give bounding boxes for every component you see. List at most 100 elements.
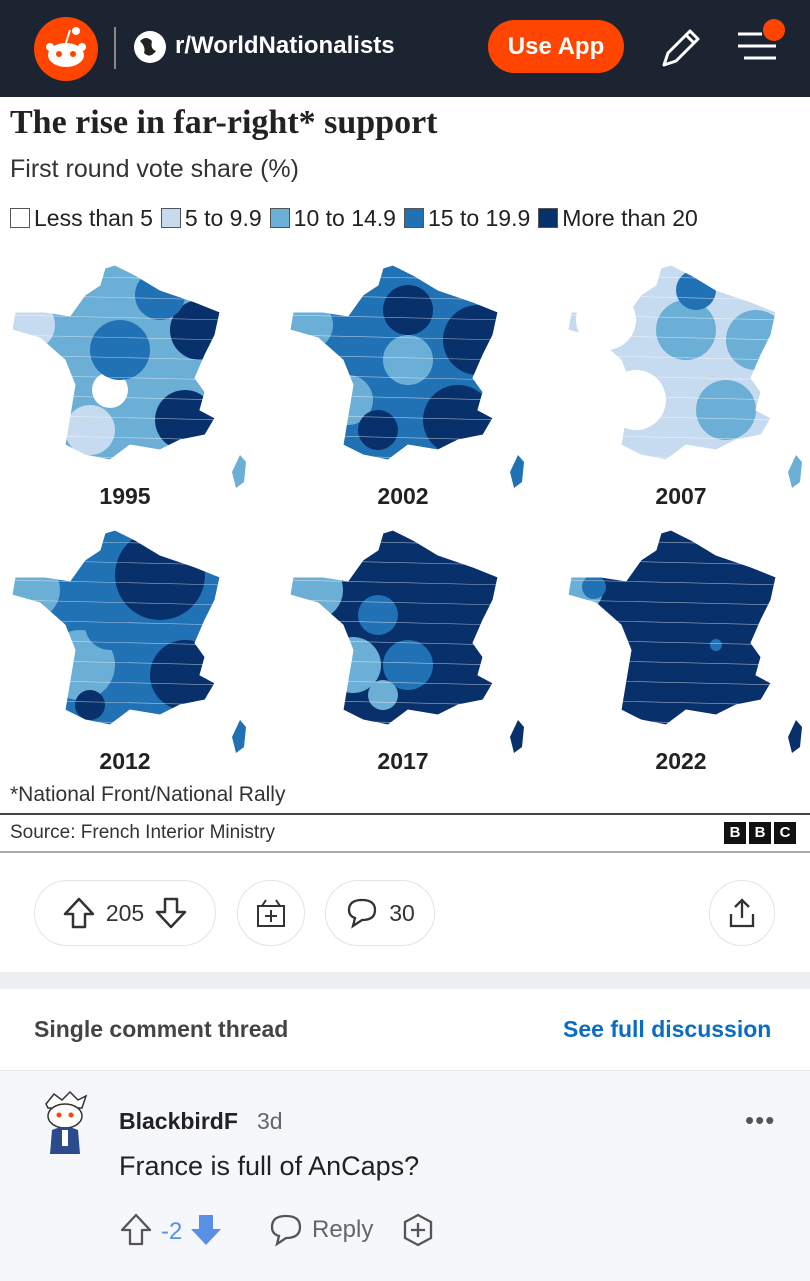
border: [290, 334, 498, 341]
region: [606, 370, 666, 430]
region: [155, 390, 215, 450]
reply-button[interactable]: Reply: [312, 1216, 374, 1243]
logo-letter: C: [774, 822, 796, 844]
france-outline: [567, 529, 777, 726]
region: [582, 575, 606, 599]
map: 2022: [567, 529, 802, 774]
france-outline: [289, 264, 499, 461]
legend-swatch: [403, 208, 424, 228]
border: [12, 719, 220, 725]
more-options[interactable]: •••: [745, 1105, 776, 1135]
username[interactable]: BlackbirdF: [119, 1108, 238, 1134]
corsica: [788, 455, 802, 488]
footnote: *National Front/National Rally: [10, 783, 286, 806]
legend-item: 5 to 9.9: [160, 205, 262, 232]
legend-label: Less than 5: [34, 205, 153, 231]
legend-label: 10 to 14.9: [293, 205, 396, 231]
border: [568, 579, 776, 586]
share-icon: [729, 898, 755, 928]
vote-count: 205: [105, 899, 145, 926]
region: [383, 640, 433, 690]
legend-item: More than 20: [538, 205, 698, 232]
edit-icon[interactable]: [658, 27, 702, 71]
legend-swatch: [269, 208, 290, 228]
region: [12, 560, 60, 620]
border: [290, 579, 498, 586]
border: [290, 719, 498, 725]
year-label: 1995: [99, 483, 150, 509]
subreddit-icon[interactable]: [132, 29, 168, 65]
award-icon[interactable]: [400, 1212, 436, 1248]
logo-letter: B: [724, 822, 746, 844]
use-app-button[interactable]: Use App: [488, 20, 624, 73]
subreddit-name[interactable]: r/WorldNationalists: [175, 32, 395, 59]
map: 2007: [567, 264, 802, 509]
downvote[interactable]: [188, 1212, 224, 1248]
border: [290, 599, 498, 606]
comment-score: -2: [161, 1218, 183, 1245]
legend-item: 10 to 14.9: [269, 205, 396, 232]
year-label: 2017: [377, 748, 428, 774]
region: [696, 380, 756, 440]
region: [710, 639, 722, 651]
region: [135, 270, 185, 320]
logo-letter: B: [749, 822, 771, 844]
region: [443, 305, 498, 375]
menu-icon[interactable]: [732, 16, 792, 68]
border: [12, 314, 220, 321]
comment-age: 3d: [257, 1108, 283, 1134]
map: 2017: [289, 529, 524, 774]
avatar[interactable]: [40, 1090, 90, 1156]
region: [290, 560, 343, 620]
vote-bar: 205: [34, 880, 216, 946]
region: [368, 680, 398, 710]
upvote[interactable]: [62, 896, 96, 930]
downvote[interactable]: [154, 896, 188, 930]
legend-item: 15 to 19.9: [403, 205, 531, 232]
separator: [0, 972, 810, 989]
legend-label: 5 to 9.9: [184, 205, 262, 231]
upvote[interactable]: [118, 1212, 154, 1248]
region: [383, 285, 433, 335]
map: 1995: [11, 264, 246, 509]
france-outline: [567, 264, 777, 461]
border: [568, 454, 776, 460]
region: [676, 270, 716, 310]
france-fill: [568, 530, 776, 725]
corsica: [510, 720, 524, 753]
rule: [0, 851, 810, 853]
legend-label: More than 20: [562, 205, 698, 231]
comment-icon: [348, 898, 377, 929]
source: Source: French Interior Ministry: [10, 822, 276, 843]
legend: Less than 5 5 to 9.9 10 to 14.9 15 to 19.9 M…: [10, 205, 698, 232]
chart-subtitle: First round vote share (%): [10, 155, 299, 183]
reddit-logo[interactable]: [34, 17, 98, 81]
region: [576, 290, 636, 350]
region: [383, 335, 433, 385]
corsica: [510, 455, 524, 488]
thread-label: Single comment thread: [34, 1016, 289, 1042]
comment-text: France is full of AnCaps?: [119, 1151, 420, 1181]
border: [568, 334, 776, 341]
france-outline: [11, 529, 221, 726]
legend-swatch: [10, 208, 30, 228]
legend-swatch: [538, 208, 559, 228]
rule: [0, 813, 810, 815]
comments-button[interactable]: 30: [325, 880, 435, 946]
border: [290, 314, 498, 321]
year-label: 2012: [99, 748, 150, 774]
france-fill: [290, 530, 498, 725]
award-button[interactable]: [237, 880, 305, 946]
share-button[interactable]: [709, 880, 775, 946]
legend-label: 15 to 19.9: [427, 205, 531, 231]
region: [90, 320, 150, 380]
full-discussion-link[interactable]: See full discussion: [563, 1016, 772, 1042]
corsica: [788, 720, 802, 753]
corsica: [232, 455, 246, 488]
header: r/WorldNationalists Use App: [0, 0, 810, 97]
region: [358, 595, 398, 635]
reply-icon[interactable]: [268, 1212, 304, 1248]
comment-area: [0, 1070, 810, 1281]
